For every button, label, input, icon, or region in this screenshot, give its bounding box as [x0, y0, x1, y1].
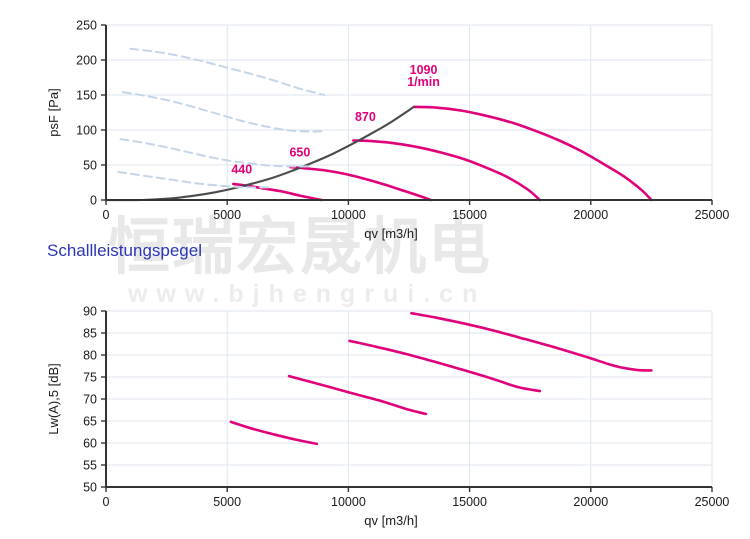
series-line: [104, 105, 415, 202]
speed-annotation-1090: 1090: [410, 63, 438, 77]
sound-power-chart: 0 5000 10000 15000 20000 25000 50 55 60 65 70 75 80 8…: [46, 305, 729, 529]
series-line: [117, 171, 270, 189]
series-line: [121, 91, 326, 133]
series-line: [348, 339, 542, 393]
pressure-curve-chart: 0 5000 10000 15000 20000 25000 0 50 100 150 200 250…: [46, 19, 729, 242]
x-tick-label: 0: [103, 495, 110, 509]
x-tick-label: 10000: [331, 208, 366, 222]
x-tick-label: 0: [103, 208, 110, 222]
y-axis-title: psF [Pa]: [46, 88, 61, 136]
series-line: [288, 165, 433, 202]
x-tick-label: 5000: [213, 495, 241, 509]
y-tick-label: 100: [76, 124, 97, 138]
y-tick-label: 55: [83, 459, 97, 473]
x-tick-label: 25000: [695, 495, 730, 509]
series-line: [412, 105, 653, 202]
series-line: [229, 420, 319, 446]
y-tick-label: 200: [76, 54, 97, 68]
series-line: [351, 139, 542, 202]
speed-annotation-650: 650: [289, 146, 310, 160]
y-tick-label: 50: [83, 481, 97, 495]
series-line: [410, 311, 653, 372]
y-tick-label: 60: [83, 437, 97, 451]
x-tick-label: 5000: [213, 208, 241, 222]
plot-background: [106, 25, 712, 200]
y-tick-label: 150: [76, 89, 97, 103]
x-tick-label: 20000: [573, 495, 608, 509]
y-tick-label: 250: [76, 19, 97, 33]
x-tick-label: 25000: [695, 208, 730, 222]
y-tick-label: 80: [83, 349, 97, 363]
y-tick-label: 0: [90, 194, 97, 208]
series-line: [287, 374, 428, 416]
speed-annotation-1min: 1/min: [407, 75, 440, 89]
y-tick-label: 75: [83, 371, 97, 385]
x-tick-label: 10000: [331, 495, 366, 509]
series-line: [129, 47, 326, 96]
y-axis-title: Lw(A),5 [dB]: [46, 363, 61, 435]
series-line: [231, 182, 324, 202]
speed-annotation-870: 870: [355, 110, 376, 124]
y-tick-label: 50: [83, 159, 97, 173]
x-axis-title: qv [m3/h]: [364, 226, 417, 241]
x-tick-label: 15000: [452, 495, 487, 509]
speed-annotation-440: 440: [231, 162, 252, 176]
x-tick-label: 20000: [573, 208, 608, 222]
x-axis-title: qv [m3/h]: [364, 513, 417, 528]
section-title-schallleistungspegel: Schallleistungspegel: [47, 241, 202, 260]
y-tick-label: 70: [83, 393, 97, 407]
y-tick-label: 65: [83, 415, 97, 429]
x-tick-label: 15000: [452, 208, 487, 222]
series-line: [119, 138, 311, 168]
y-tick-label: 85: [83, 327, 97, 341]
y-tick-label: 90: [83, 305, 97, 319]
